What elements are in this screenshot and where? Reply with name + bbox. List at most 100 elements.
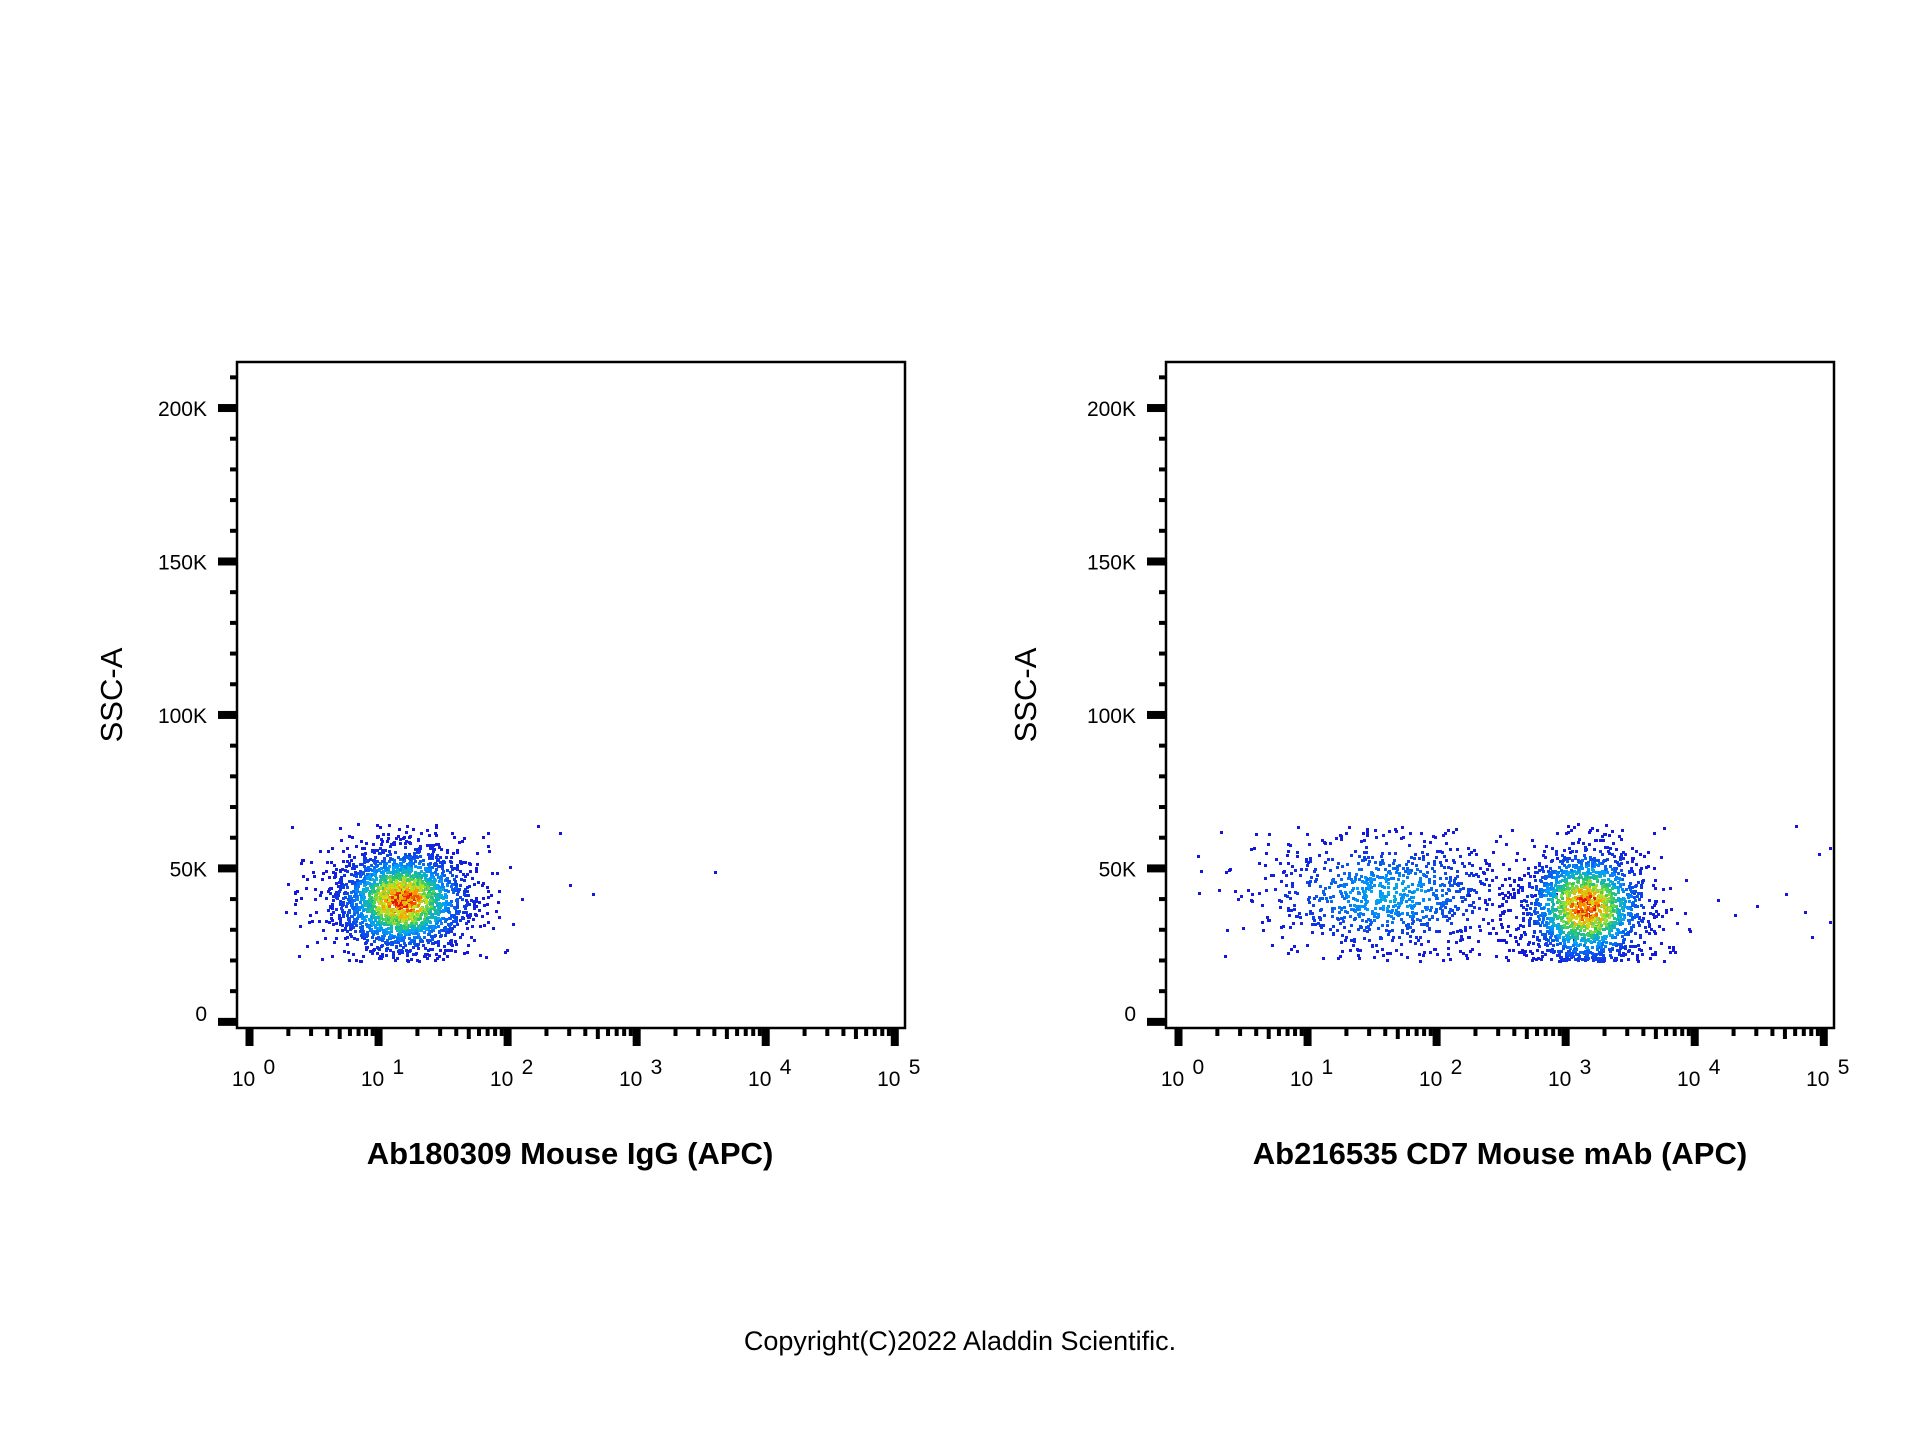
- event-dot: [1531, 886, 1534, 889]
- event-dot: [1623, 874, 1626, 877]
- event-dot: [1379, 907, 1382, 910]
- event-dot: [1547, 889, 1550, 892]
- event-dot: [1319, 909, 1322, 912]
- event-dot: [402, 939, 405, 942]
- event-dot: [1580, 908, 1583, 911]
- event-dot: [406, 954, 409, 957]
- event-dot: [1568, 876, 1571, 879]
- event-dot: [387, 923, 390, 926]
- y-minor-tick: [1159, 436, 1166, 441]
- event-dot: [370, 892, 373, 895]
- event-dot: [1538, 939, 1541, 942]
- event-dot: [1561, 879, 1564, 882]
- event-dot: [1608, 834, 1611, 837]
- event-dot: [1456, 908, 1459, 911]
- event-dot: [1621, 878, 1624, 881]
- event-dot: [1594, 938, 1597, 941]
- x-minor-tick: [1782, 1028, 1787, 1039]
- event-dot: [397, 918, 400, 921]
- event-dot: [1366, 831, 1369, 834]
- event-dot: [1332, 933, 1335, 936]
- y-minor-tick: [1159, 467, 1166, 472]
- event-dot: [1591, 827, 1594, 830]
- event-dot: [418, 878, 421, 881]
- event-dot: [455, 883, 458, 886]
- event-dot: [1579, 900, 1582, 903]
- event-dot: [327, 909, 330, 912]
- event-dot: [1364, 903, 1367, 906]
- event-dot: [393, 866, 396, 869]
- event-dot: [1601, 835, 1604, 838]
- event-dot: [1441, 909, 1444, 912]
- event-dot: [1435, 889, 1438, 892]
- event-dot: [1452, 859, 1455, 862]
- event-dot: [1512, 949, 1515, 952]
- event-dot: [1624, 900, 1627, 903]
- event-dot: [1308, 896, 1311, 899]
- event-dot: [1353, 880, 1356, 883]
- event-dot: [1291, 885, 1294, 888]
- event-dot: [1264, 877, 1267, 880]
- event-dot: [421, 940, 424, 943]
- event-dot: [384, 865, 387, 868]
- x-tick-label-exponent: 4: [780, 1056, 792, 1079]
- event-dot: [1441, 883, 1444, 886]
- event-dot: [1395, 891, 1398, 894]
- event-dot: [1501, 904, 1504, 907]
- event-dot: [394, 889, 397, 892]
- x-minor-tick: [802, 1028, 807, 1036]
- event-dot: [376, 883, 379, 886]
- event-dot: [296, 890, 299, 893]
- event-dot: [353, 910, 356, 913]
- event-dot: [1400, 837, 1403, 840]
- event-dot: [397, 835, 400, 838]
- event-dot: [1543, 894, 1546, 897]
- event-dot: [1357, 913, 1360, 916]
- event-dot: [402, 901, 405, 904]
- event-dot: [366, 873, 369, 876]
- event-dot: [402, 881, 405, 884]
- event-dot: [1316, 874, 1319, 877]
- x-minor-tick: [583, 1028, 588, 1036]
- event-dot: [376, 864, 379, 867]
- event-dot: [369, 877, 372, 880]
- event-dot: [1418, 953, 1421, 956]
- event-dot: [1387, 882, 1390, 885]
- event-dot: [403, 893, 406, 896]
- event-dot: [1648, 925, 1651, 928]
- event-dot: [1569, 903, 1572, 906]
- event-dot: [1545, 903, 1548, 906]
- event-dot: [398, 949, 401, 952]
- event-dot: [359, 901, 362, 904]
- event-dot: [450, 922, 453, 925]
- event-dot: [400, 863, 403, 866]
- event-dot: [392, 878, 395, 881]
- event-dot: [390, 914, 393, 917]
- event-dot: [1368, 860, 1371, 863]
- event-dot: [460, 878, 463, 881]
- event-dot: [1370, 881, 1373, 884]
- event-dot: [330, 887, 333, 890]
- event-dot: [365, 948, 368, 951]
- event-dot: [385, 881, 388, 884]
- event-dot: [1456, 870, 1459, 873]
- event-dot: [1622, 890, 1625, 893]
- event-dot: [372, 949, 375, 952]
- event-dot: [357, 914, 360, 917]
- event-dot: [1272, 874, 1275, 877]
- event-dot: [412, 946, 415, 949]
- event-dot: [1605, 903, 1608, 906]
- event-dot: [1613, 917, 1616, 920]
- event-dot: [1614, 936, 1617, 939]
- event-dot: [1601, 916, 1604, 919]
- event-dot: [1593, 897, 1596, 900]
- event-dot: [1564, 901, 1567, 904]
- event-dot: [377, 889, 380, 892]
- event-dot: [1652, 884, 1655, 887]
- event-dot: [1551, 900, 1554, 903]
- event-dot: [1340, 878, 1343, 881]
- event-dot: [1626, 861, 1629, 864]
- event-dot: [1270, 874, 1273, 877]
- event-dot: [1360, 900, 1363, 903]
- event-dot: [1300, 868, 1303, 871]
